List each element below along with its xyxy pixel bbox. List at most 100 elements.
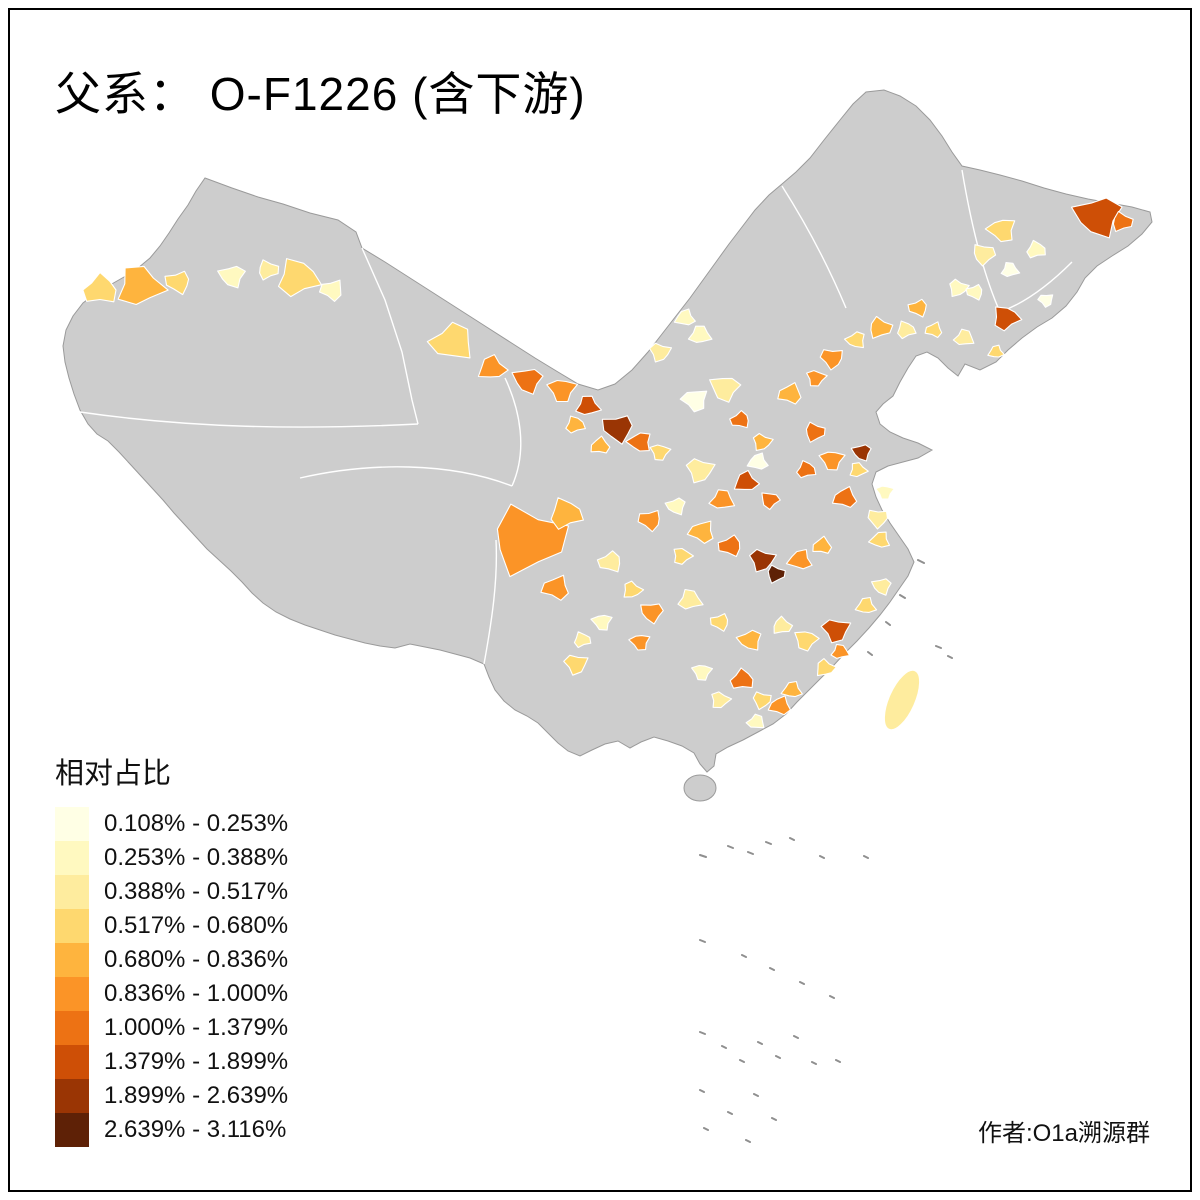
map-region-patch <box>540 574 569 601</box>
map-region-patch <box>649 342 673 363</box>
map-region-patch <box>749 548 777 573</box>
map-region-patch <box>640 603 664 625</box>
legend-label: 0.517% - 0.680% <box>104 912 289 939</box>
map-region-patch <box>664 497 686 516</box>
map-region-patch <box>625 432 651 452</box>
map-region-patch <box>767 695 792 716</box>
map-region-patch <box>952 328 975 346</box>
map-region-patch <box>870 315 894 339</box>
map-region-patch <box>1112 210 1134 233</box>
map-region-patch <box>777 382 802 405</box>
map-title: 父系： O-F1226 (含下游) <box>55 68 586 120</box>
map-region-patch <box>673 547 695 565</box>
map-region-patch <box>984 219 1016 243</box>
legend-label: 0.253% - 0.388% <box>104 844 289 871</box>
map-region-patch <box>565 415 586 434</box>
legend-label: 1.379% - 1.899% <box>104 1048 289 1075</box>
south-china-sea-islands <box>699 837 869 1143</box>
legend-row: 0.388% - 0.517% <box>55 875 288 909</box>
map-region-patch <box>691 664 714 681</box>
map-region-patch <box>735 629 762 651</box>
map-region-patch <box>687 325 713 343</box>
legend-row: 1.000% - 1.379% <box>55 1011 288 1045</box>
map-region-patch <box>820 619 852 644</box>
legend-swatch <box>55 841 89 875</box>
legend-row: 0.517% - 0.680% <box>55 909 288 943</box>
map-region-patch <box>819 349 843 371</box>
map-region-patch <box>816 658 837 677</box>
map-region-patch <box>623 580 645 598</box>
map-region-patch <box>849 462 869 478</box>
map-region-patch <box>686 520 714 544</box>
map-region-patch <box>637 509 660 533</box>
map-region-patch <box>277 258 323 298</box>
legend: 相对占比 0.108% - 0.253% 0.253% - 0.388% 0.388… <box>55 750 288 1147</box>
legend-row: 1.899% - 2.639% <box>55 1079 288 1113</box>
map-region-patch <box>1026 239 1046 259</box>
map-region-patch <box>773 615 794 634</box>
map-region-patch <box>575 395 603 416</box>
map-region-patch <box>82 271 117 303</box>
map-region-patch <box>796 460 817 479</box>
map-region-patch <box>994 306 1023 332</box>
map-region-patch <box>780 680 803 698</box>
map-region-patch <box>673 308 696 326</box>
map-region-patch <box>850 444 872 462</box>
map-region-patch <box>573 631 592 649</box>
map-region-patch <box>897 320 917 340</box>
map-region-patch <box>596 550 621 573</box>
map-region-patch <box>729 667 754 689</box>
map-region-patch <box>217 265 246 289</box>
legend-label: 0.388% - 0.517% <box>104 878 289 905</box>
map-region-patch <box>628 635 651 651</box>
map-region-patch <box>1037 294 1054 308</box>
map-region-patch <box>812 535 833 554</box>
legend-label: 1.000% - 1.379% <box>104 1014 289 1041</box>
legend-label: 1.899% - 2.639% <box>104 1082 289 1109</box>
coastal-islands <box>867 559 953 659</box>
map-region-patch <box>717 534 741 558</box>
map-region-patch <box>117 265 169 306</box>
map-region-patch <box>752 432 774 451</box>
legend-swatch <box>55 1079 89 1113</box>
map-region-patch <box>711 691 733 709</box>
map-region-patch <box>875 485 895 500</box>
legend-row: 0.836% - 1.000% <box>55 977 288 1011</box>
legend-swatch <box>55 1045 89 1079</box>
hainan-island <box>683 774 717 802</box>
map-region-patch <box>709 377 742 403</box>
map-region-patches <box>82 197 1134 729</box>
map-region-patch <box>729 410 749 429</box>
map-region-patch <box>745 713 765 729</box>
map-region-patch <box>709 613 729 632</box>
map-region-patch <box>752 691 772 711</box>
map-region-patch <box>854 596 878 613</box>
map-region-patch <box>733 469 761 490</box>
map-region-patch <box>1070 197 1123 239</box>
legend-row: 0.680% - 0.836% <box>55 943 288 977</box>
map-region-patch <box>590 614 613 631</box>
legend-swatch <box>55 807 89 841</box>
map-region-patch <box>794 631 820 652</box>
map-region-patch <box>949 278 970 298</box>
map-region-patch <box>987 344 1005 358</box>
attribution: 作者:O1a溯源群 <box>977 1120 1150 1147</box>
map-region-patch <box>767 564 786 584</box>
map-region-patch <box>685 458 716 484</box>
map-region-patch <box>843 331 865 349</box>
map-region-patch <box>805 421 826 443</box>
map-region-patch <box>496 503 570 578</box>
map-region-patch <box>259 259 280 281</box>
map-region-patch <box>546 379 579 403</box>
legend-swatch <box>55 909 89 943</box>
legend-label: 0.836% - 1.000% <box>104 980 289 1007</box>
map-region-patch <box>649 444 672 461</box>
map-region-patch <box>746 452 769 470</box>
province-boundary-lines <box>79 169 1073 665</box>
legend-title: 相对占比 <box>55 758 172 790</box>
map-region-patch <box>924 321 943 339</box>
map-region-patch <box>761 492 781 511</box>
map-region-patch <box>679 390 708 413</box>
legend-label: 0.108% - 0.253% <box>104 810 289 837</box>
